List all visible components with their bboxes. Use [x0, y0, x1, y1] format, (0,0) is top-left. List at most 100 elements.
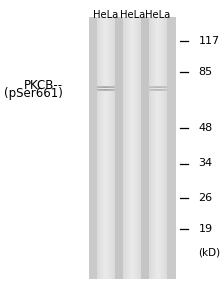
Bar	[166, 16, 167, 279]
Bar	[154, 85, 155, 86]
Text: HeLa: HeLa	[93, 10, 118, 20]
Bar	[152, 91, 153, 92]
Bar	[158, 91, 159, 92]
Bar	[154, 16, 155, 279]
Bar	[131, 16, 132, 279]
Bar	[111, 87, 112, 88]
Bar	[110, 87, 111, 88]
Bar	[112, 88, 113, 89]
Bar	[113, 88, 114, 89]
Text: (kD): (kD)	[198, 248, 220, 258]
Bar	[155, 91, 156, 92]
Bar	[107, 91, 108, 92]
Bar	[98, 86, 99, 87]
Bar	[158, 89, 159, 90]
Bar	[154, 89, 155, 90]
Bar	[161, 85, 162, 86]
Bar	[110, 85, 111, 86]
Bar	[156, 89, 157, 90]
Bar	[109, 91, 110, 92]
Bar	[156, 91, 157, 92]
Bar	[106, 86, 107, 87]
Bar	[158, 88, 159, 89]
Bar	[150, 86, 151, 87]
Bar	[112, 87, 113, 88]
Bar	[106, 89, 107, 90]
Bar	[111, 16, 112, 279]
Bar	[111, 88, 112, 89]
Bar	[110, 88, 111, 89]
Bar	[101, 88, 102, 89]
Bar	[150, 88, 151, 89]
Bar	[161, 91, 162, 92]
Bar	[159, 87, 160, 88]
Bar	[124, 16, 125, 279]
Bar	[150, 89, 151, 90]
Bar	[103, 90, 104, 91]
Bar	[153, 89, 154, 90]
Bar	[161, 89, 162, 90]
Bar	[110, 91, 111, 92]
Bar	[105, 88, 106, 89]
Bar	[165, 87, 166, 88]
Bar	[102, 90, 103, 91]
Bar	[151, 87, 152, 88]
Bar	[134, 16, 135, 279]
Bar	[157, 88, 158, 89]
Bar	[156, 85, 157, 86]
Bar	[165, 86, 166, 87]
Bar	[127, 16, 128, 279]
Bar	[98, 89, 99, 90]
Bar	[111, 85, 112, 86]
Bar	[164, 86, 165, 87]
Bar	[161, 90, 162, 91]
Bar	[109, 90, 110, 91]
Bar	[141, 16, 149, 279]
Bar	[157, 87, 158, 88]
Text: HeLa: HeLa	[145, 10, 170, 20]
Bar	[159, 16, 160, 279]
Bar	[129, 16, 130, 279]
Bar	[161, 16, 162, 279]
Bar	[101, 90, 102, 91]
Bar	[150, 91, 151, 92]
Bar	[162, 89, 163, 90]
Bar	[97, 90, 98, 91]
Bar	[149, 91, 150, 92]
Bar	[102, 88, 103, 89]
Bar	[111, 91, 112, 92]
Bar	[102, 85, 103, 86]
Bar	[149, 89, 150, 90]
Bar	[132, 16, 133, 279]
Bar	[162, 16, 163, 279]
Bar	[155, 85, 156, 86]
Bar	[165, 85, 166, 86]
Bar	[149, 85, 150, 86]
Bar	[158, 86, 159, 87]
Bar	[156, 16, 157, 279]
Bar	[99, 16, 100, 279]
Bar	[104, 85, 105, 86]
Bar	[152, 16, 153, 279]
Bar	[103, 89, 104, 90]
Bar	[158, 90, 159, 91]
Bar	[155, 16, 156, 279]
Bar	[102, 91, 103, 92]
Bar	[156, 86, 157, 87]
Bar	[139, 16, 140, 279]
Bar	[164, 91, 165, 92]
Bar	[152, 85, 153, 86]
Bar	[160, 85, 161, 86]
Bar	[155, 89, 156, 90]
Bar	[162, 87, 163, 88]
Bar	[113, 85, 114, 86]
Bar	[109, 86, 110, 87]
Bar	[162, 85, 163, 86]
Bar	[153, 87, 154, 88]
Bar	[114, 16, 123, 279]
Bar	[99, 90, 100, 91]
Bar	[149, 16, 150, 279]
Bar	[166, 86, 167, 87]
Bar	[103, 87, 104, 88]
Bar	[102, 89, 103, 90]
